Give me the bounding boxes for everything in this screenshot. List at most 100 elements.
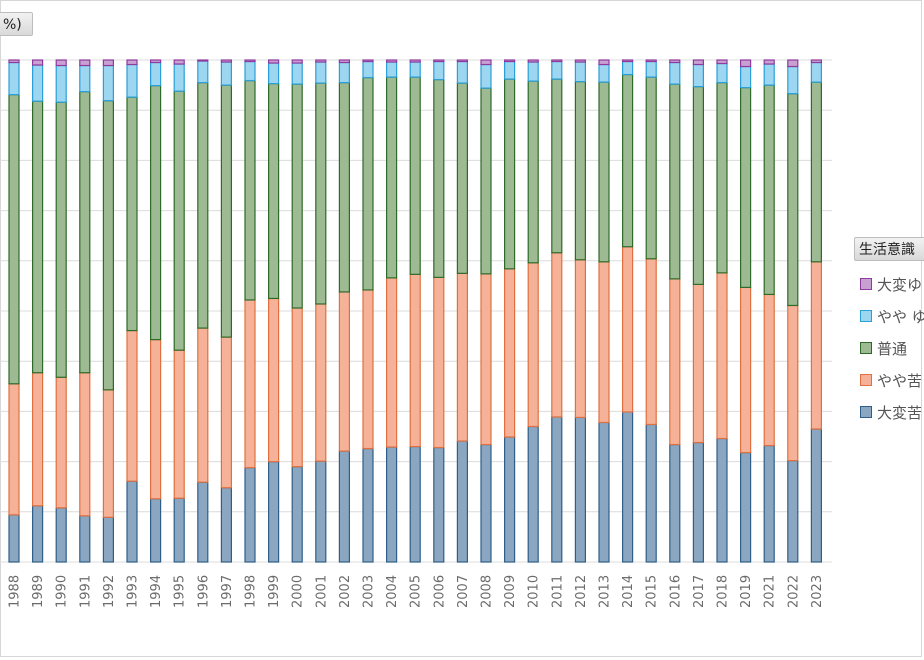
bar-segment-1993-s0 bbox=[126, 480, 138, 563]
bar-segment-2023-s2 bbox=[810, 81, 823, 263]
bar-segment-2019-s1 bbox=[739, 286, 752, 454]
bar-segment-2002-s0 bbox=[338, 450, 350, 563]
x-tick-label-1992: 1992 bbox=[102, 575, 117, 608]
bar-segment-1996-s0 bbox=[197, 481, 209, 563]
bar-segment-1992-s2 bbox=[102, 100, 115, 391]
x-tick-label-2019: 2019 bbox=[739, 575, 754, 608]
bar-segment-2008-s2 bbox=[480, 87, 492, 275]
bar-segment-2016-s4 bbox=[669, 59, 681, 64]
bar-segment-1990-s4 bbox=[55, 59, 67, 67]
x-tick-label-2009: 2009 bbox=[503, 575, 518, 608]
bar-segment-1988-s3 bbox=[8, 61, 20, 96]
bar-segment-2016-s3 bbox=[669, 61, 681, 85]
bar-segment-2022-s0 bbox=[787, 459, 799, 563]
bar-segment-1993-s4 bbox=[126, 59, 138, 66]
x-tick-label-2008: 2008 bbox=[480, 575, 495, 608]
bar-segment-1994-s4 bbox=[150, 59, 162, 64]
bar-segment-1996-s3 bbox=[197, 60, 209, 84]
bar-segment-2004-s1 bbox=[386, 277, 398, 448]
bar-segment-2010-s3 bbox=[527, 61, 539, 82]
bar-segment-2016-s2 bbox=[669, 83, 681, 280]
x-tick-label-2023: 2023 bbox=[810, 575, 825, 608]
bar-segment-2011-s2 bbox=[551, 78, 563, 254]
bar-segment-2015-s0 bbox=[645, 423, 657, 563]
bar-segment-2008-s0 bbox=[480, 443, 492, 563]
bar-segment-2009-s1 bbox=[504, 268, 516, 438]
bar-segment-2006-s1 bbox=[433, 276, 445, 449]
bar-segment-2012-s3 bbox=[574, 61, 587, 83]
bar-segment-2000-s3 bbox=[291, 62, 303, 85]
bar-segment-1991-s2 bbox=[79, 91, 91, 374]
x-tick-label-2017: 2017 bbox=[692, 575, 707, 608]
bar-segment-2003-s0 bbox=[362, 447, 374, 563]
bar-segment-2022-s1 bbox=[787, 304, 799, 462]
bar-segment-2004-s4 bbox=[386, 59, 398, 63]
x-tick-label-2015: 2015 bbox=[645, 575, 660, 608]
bar-segment-2010-s0 bbox=[527, 425, 539, 563]
x-tick-label-2010: 2010 bbox=[527, 575, 542, 608]
bar-segment-2017-s4 bbox=[692, 59, 705, 66]
bar-segment-1994-s3 bbox=[150, 61, 162, 87]
bar-segment-2016-s1 bbox=[669, 278, 681, 446]
x-tick-label-2011: 2011 bbox=[550, 575, 565, 608]
bar-segment-2019-s2 bbox=[739, 87, 752, 289]
unit-label: %) bbox=[0, 12, 33, 36]
bar-segment-2007-s3 bbox=[456, 60, 468, 84]
bar-segment-1997-s0 bbox=[220, 487, 232, 563]
x-tick-label-1994: 1994 bbox=[149, 575, 164, 608]
bar-segment-1992-s0 bbox=[102, 516, 115, 563]
bar-segment-2002-s3 bbox=[338, 61, 350, 84]
bar-segment-2013-s2 bbox=[598, 81, 610, 263]
bar-segment-1990-s3 bbox=[55, 64, 67, 103]
bar-segment-1997-s4 bbox=[220, 59, 232, 63]
x-tick-label-1991: 1991 bbox=[78, 575, 93, 608]
legend-label: 普通 bbox=[877, 339, 908, 358]
x-tick-label-2014: 2014 bbox=[621, 575, 636, 608]
bar-segment-2007-s4 bbox=[456, 59, 468, 63]
bar-segment-1994-s0 bbox=[150, 498, 162, 563]
bar-segment-2004-s2 bbox=[386, 76, 398, 279]
x-tick-label-2002: 2002 bbox=[338, 575, 353, 608]
bar-segment-2000-s0 bbox=[291, 466, 303, 563]
bar-segment-2015-s1 bbox=[645, 258, 657, 426]
bar-segment-2008-s4 bbox=[480, 59, 492, 66]
bar-segment-2004-s3 bbox=[386, 61, 398, 78]
bar-segment-2000-s2 bbox=[291, 83, 303, 309]
x-tick-label-2013: 2013 bbox=[598, 575, 613, 608]
bar-segment-1992-s3 bbox=[102, 64, 115, 102]
bar-segment-2015-s2 bbox=[645, 76, 657, 260]
bar-segment-2017-s0 bbox=[692, 441, 705, 563]
bar-segment-1999-s3 bbox=[268, 62, 280, 85]
x-tick-label-2007: 2007 bbox=[456, 575, 471, 608]
bar-segment-1994-s2 bbox=[150, 85, 162, 341]
bar-segment-2007-s2 bbox=[456, 82, 468, 274]
bar-segment-2019-s4 bbox=[739, 59, 752, 68]
bar-segment-2003-s1 bbox=[362, 289, 374, 450]
bar-segment-2019-s0 bbox=[739, 451, 752, 563]
bar-segment-2015-s3 bbox=[645, 60, 657, 78]
bar-segment-2017-s3 bbox=[692, 63, 705, 88]
bar-segment-1989-s0 bbox=[31, 505, 44, 563]
bar-segment-1990-s0 bbox=[55, 507, 67, 563]
bar-segment-2000-s4 bbox=[291, 59, 303, 64]
bar-segment-2021-s3 bbox=[763, 63, 775, 86]
bar-segment-2006-s2 bbox=[433, 78, 445, 278]
bar-segment-1988-s1 bbox=[8, 383, 20, 516]
bars bbox=[8, 59, 823, 563]
legend-item-3: やや苦 bbox=[860, 364, 924, 396]
bar-segment-1997-s1 bbox=[220, 336, 232, 489]
legend-swatch bbox=[860, 406, 872, 418]
bar-segment-1999-s0 bbox=[268, 461, 280, 563]
bar-segment-2001-s4 bbox=[315, 59, 327, 63]
bar-segment-1991-s4 bbox=[79, 59, 91, 67]
legend-swatch bbox=[860, 310, 872, 322]
bar-segment-2007-s1 bbox=[456, 272, 468, 442]
x-tick-label-1993: 1993 bbox=[126, 575, 141, 608]
x-tick-label-1995: 1995 bbox=[173, 575, 188, 608]
bar-segment-2011-s4 bbox=[551, 59, 563, 63]
bar-segment-1989-s3 bbox=[31, 64, 44, 102]
x-tick-label-1997: 1997 bbox=[220, 575, 235, 608]
legend-swatch bbox=[860, 342, 872, 354]
bar-segment-2018-s3 bbox=[716, 62, 728, 84]
